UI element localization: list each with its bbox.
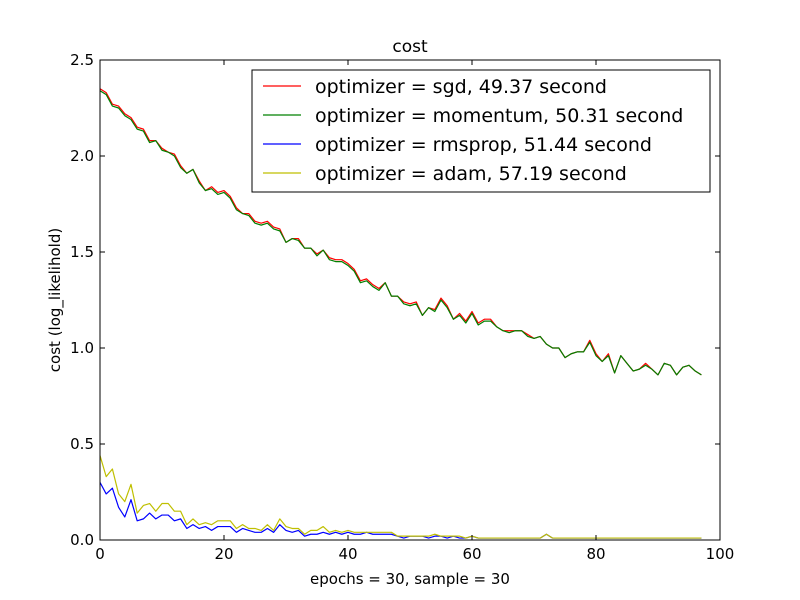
x-axis-title: epochs = 30, sample = 30 bbox=[310, 570, 510, 588]
y-tick-label-2: 1.0 bbox=[70, 339, 94, 357]
legend-box bbox=[251, 69, 711, 193]
x-tick-label-1: 20 bbox=[214, 545, 233, 563]
legend-items: optimizer = sgd, 49.37 second optimizer =… bbox=[263, 76, 683, 185]
x-tick-label-5: 100 bbox=[706, 545, 735, 563]
y-tick-label-0: 0.0 bbox=[70, 531, 94, 549]
plot-area-frame bbox=[99, 59, 721, 541]
legend-label-0: optimizer = sgd, 49.37 second bbox=[315, 76, 607, 98]
y-tick-label-4: 2.0 bbox=[70, 147, 94, 165]
x-tick-label-2: 40 bbox=[338, 545, 357, 563]
legend-label-2: optimizer = rmsprop, 51.44 second bbox=[315, 134, 652, 156]
legend-label-3: optimizer = adam, 57.19 second bbox=[315, 163, 627, 185]
series-line-3 bbox=[99, 455, 702, 539]
legend: optimizer = sgd, 49.37 second optimizer =… bbox=[251, 69, 711, 193]
x-tick-label-0: 0 bbox=[95, 545, 105, 563]
y-tick-label-5: 2.5 bbox=[70, 51, 94, 69]
legend-label-1: optimizer = momentum, 50.31 second bbox=[315, 105, 683, 127]
series-layer bbox=[99, 88, 702, 539]
x-tick-label-3: 60 bbox=[462, 545, 481, 563]
series-line-1 bbox=[99, 90, 702, 376]
y-tick-label-3: 1.5 bbox=[70, 243, 94, 261]
x-tick-label-4: 80 bbox=[586, 545, 605, 563]
y-tick-label-1: 0.5 bbox=[70, 435, 94, 453]
chart-title: cost bbox=[392, 37, 428, 57]
y-axis-title: cost (log_likelihold) bbox=[46, 228, 65, 372]
axis-ticks: 0 20 40 60 80 100 0.0 0.5 1.0 1.5 2.0 2.5 bbox=[70, 51, 734, 563]
